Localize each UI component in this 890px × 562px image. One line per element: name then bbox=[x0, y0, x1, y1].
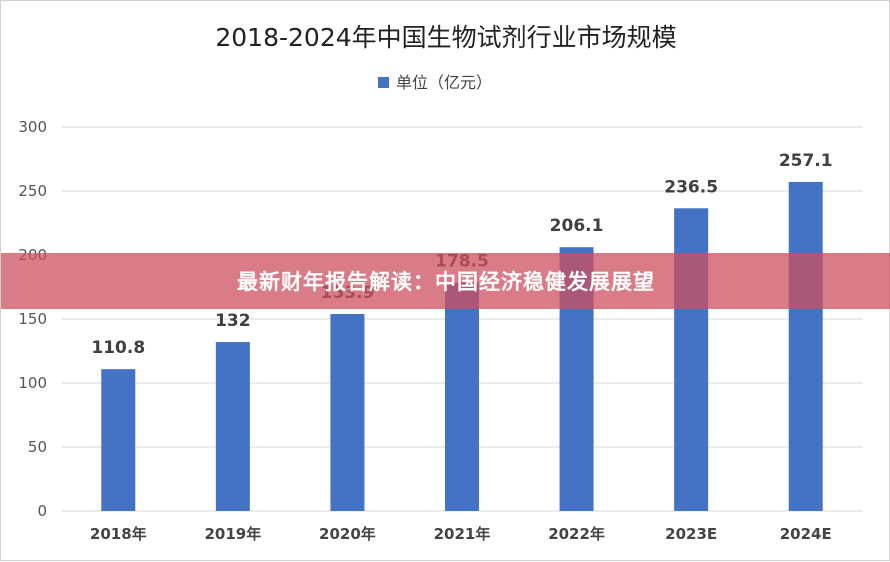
data-label: 206.1 bbox=[550, 216, 604, 236]
bar bbox=[788, 181, 823, 512]
legend-swatch bbox=[378, 77, 389, 88]
data-label: 110.8 bbox=[91, 338, 145, 358]
bar bbox=[101, 369, 136, 511]
x-tick-label: 2023E bbox=[665, 525, 717, 543]
x-axis-ticks: 2018年 2019年 2020年 2021年 2022年 2023E 2024E bbox=[90, 525, 832, 543]
banner-text: 最新财年报告解读：中国经济稳健发展展望 bbox=[237, 270, 655, 294]
data-label: 132 bbox=[215, 311, 251, 331]
data-label: 257.1 bbox=[779, 151, 833, 171]
y-axis-ticks: 050100150200250300 bbox=[18, 118, 47, 520]
bar bbox=[215, 342, 250, 511]
y-tick-label: 0 bbox=[37, 502, 47, 520]
legend-label: 单位（亿元） bbox=[396, 73, 492, 92]
bars bbox=[101, 181, 823, 512]
x-tick-label: 2020年 bbox=[319, 525, 376, 543]
chart-title: 2018-2024年中国生物试剂行业市场规模 bbox=[215, 23, 676, 52]
legend: 单位（亿元） bbox=[378, 73, 492, 92]
x-tick-label: 2024E bbox=[780, 525, 832, 543]
y-tick-label: 250 bbox=[18, 182, 47, 200]
y-tick-label: 100 bbox=[18, 374, 47, 392]
x-tick-label: 2018年 bbox=[90, 525, 147, 543]
overlay-banner: 最新财年报告解读：中国经济稳健发展展望 bbox=[1, 253, 890, 309]
y-tick-label: 50 bbox=[28, 438, 47, 456]
x-tick-label: 2019年 bbox=[204, 525, 261, 543]
x-tick-label: 2022年 bbox=[548, 525, 605, 543]
y-tick-label: 150 bbox=[18, 310, 47, 328]
data-label: 236.5 bbox=[664, 177, 718, 197]
x-tick-label: 2021年 bbox=[434, 525, 491, 543]
bar bbox=[445, 282, 479, 511]
bar bbox=[330, 314, 365, 511]
y-tick-label: 300 bbox=[18, 118, 47, 136]
